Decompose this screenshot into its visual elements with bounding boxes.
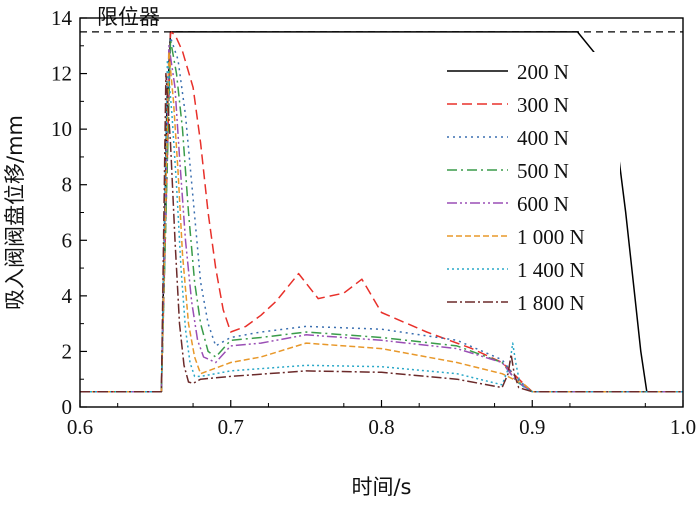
x-axis-ticks: 0.6 0.7 0.8 0.9 1.0 (67, 400, 696, 439)
series-line-7 (80, 72, 683, 393)
y-axis-label: 吸入阀阀盘位移/mm (3, 115, 27, 310)
y-tick-label: 12 (51, 62, 72, 86)
legend-label: 200 N (517, 60, 569, 84)
legend-label: 1 800 N (517, 291, 585, 315)
x-tick-label: 1.0 (670, 415, 696, 439)
legend-label: 300 N (517, 93, 569, 117)
y-axis-ticks: 0 2 4 6 8 10 12 14 (51, 6, 87, 419)
legend-label: 1 000 N (517, 225, 585, 249)
plot-lines (80, 31, 683, 393)
series-line-1 (80, 31, 683, 393)
legend-background (440, 52, 620, 320)
legend: 200 N 300 N 400 N 500 N 600 N 1 000 N 1 400 N 1… (440, 52, 620, 320)
y-tick-label: 4 (62, 284, 73, 308)
legend-label: 400 N (517, 126, 569, 150)
y-tick-label: 6 (62, 228, 73, 252)
y-tick-label: 8 (62, 173, 73, 197)
x-tick-label: 0.7 (218, 415, 244, 439)
series-line-5 (80, 50, 683, 393)
x-tick-label: 0.6 (67, 415, 93, 439)
y-tick-label: 14 (51, 6, 73, 30)
x-axis-label: 时间/s (351, 475, 411, 499)
x-tick-label: 0.8 (368, 415, 394, 439)
x-tick-label: 0.9 (519, 415, 545, 439)
series-line-4 (80, 45, 683, 393)
series-line-2 (80, 36, 683, 393)
y-tick-label: 0 (62, 395, 73, 419)
legend-label: 1 400 N (517, 258, 585, 282)
y-tick-label: 10 (51, 117, 72, 141)
limiter-label: 限位器 (97, 5, 160, 29)
y-tick-label: 2 (62, 339, 73, 363)
series-line-3 (80, 39, 683, 393)
legend-label: 600 N (517, 192, 569, 216)
legend-label: 500 N (517, 159, 569, 183)
